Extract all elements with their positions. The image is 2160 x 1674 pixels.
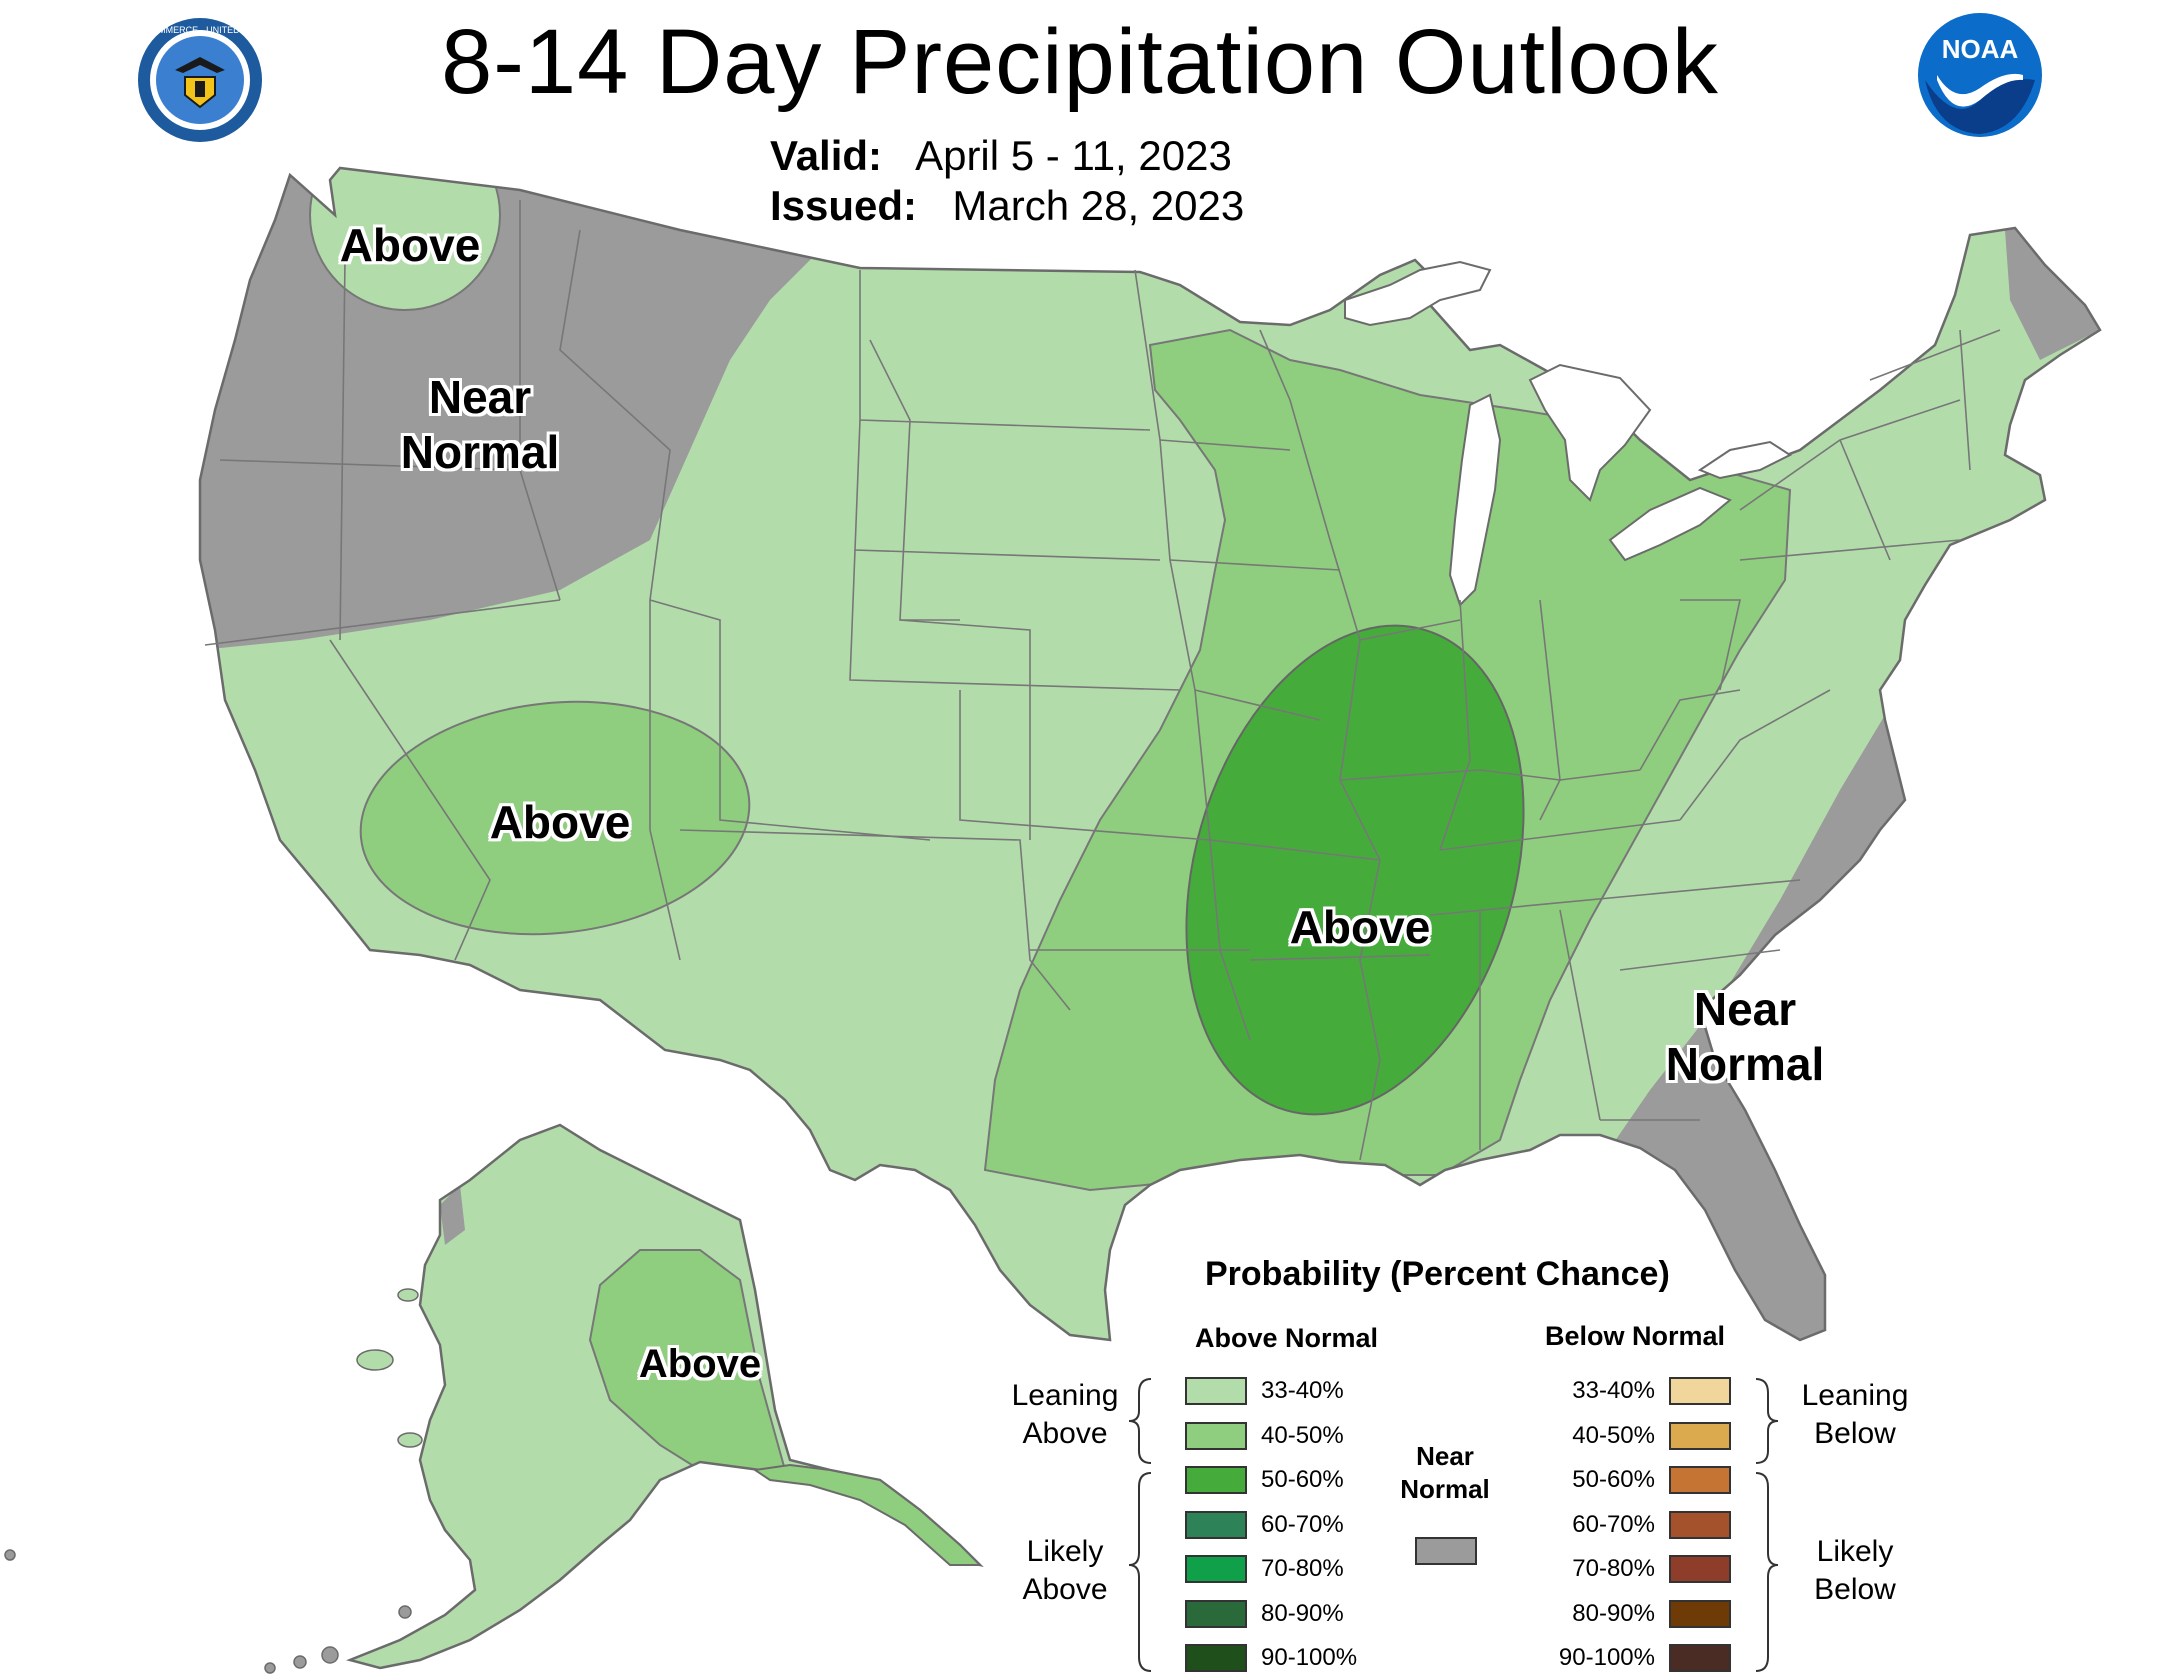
legend-below-swatch-0: [1669, 1377, 1731, 1405]
legend-below-row-0: 33-40%: [1545, 1377, 1731, 1405]
legend-above-swatch-4: [1185, 1555, 1247, 1583]
legend-below-row-5: 80-90%: [1545, 1599, 1731, 1628]
legend-above-label-1: 40-50%: [1261, 1421, 1344, 1449]
legend-likely-below: Likely Below: [1814, 1535, 1896, 1606]
valid-line: Valid: April 5 - 11, 2023: [770, 132, 1232, 180]
legend-near-normal-swatch: [1415, 1537, 1477, 1565]
legend-above-label-2: 50-60%: [1261, 1466, 1344, 1493]
label-alaska: Above: [638, 1342, 762, 1386]
legend-below-row-2: 50-60%: [1545, 1466, 1731, 1494]
legend-above-row-0: 33-40%: [1185, 1377, 1344, 1405]
label-pacific-nw: Above: [339, 219, 481, 271]
legend-below-label-3: 60-70%: [1572, 1510, 1655, 1538]
valid-label: Valid:: [770, 132, 883, 179]
legend-below-row-1: 40-50%: [1545, 1421, 1731, 1450]
legend-leaning-above: Leaning Above: [1011, 1379, 1119, 1450]
legend-below-swatch-3: [1669, 1510, 1731, 1539]
legend-above-label-4: 70-80%: [1261, 1555, 1344, 1582]
valid-value: April 5 - 11, 2023: [915, 132, 1232, 179]
legend-above-swatch-3: [1185, 1510, 1247, 1539]
legend-below-label-4: 70-80%: [1572, 1555, 1655, 1582]
legend-below-label-0: 33-40%: [1572, 1377, 1655, 1404]
issued-value: March 28, 2023: [952, 182, 1245, 229]
legend-above-row-3: 60-70%: [1185, 1510, 1344, 1539]
legend-above-row-2: 50-60%: [1185, 1466, 1344, 1494]
legend-below-swatch-5: [1669, 1599, 1731, 1628]
label-southwest: Above: [489, 796, 631, 848]
alaska-panhandle: [752, 1463, 983, 1566]
legend-above-swatch-5: [1185, 1599, 1247, 1628]
legend-above-swatch-6: [1185, 1644, 1247, 1672]
legend-below-label-1: 40-50%: [1572, 1421, 1655, 1449]
noaa-logo-icon: NOAA: [1918, 13, 2042, 137]
svg-text:DEPARTMENT OF COMMERCE · UNITE: DEPARTMENT OF COMMERCE · UNITED STATES O…: [135, 25, 265, 35]
legend-above-row-4: 70-80%: [1185, 1555, 1344, 1583]
legend: Probability (Percent Chance) Above Norma…: [990, 1255, 2110, 1674]
legend-near-normal-label: Near Normal: [1400, 1441, 1490, 1504]
label-northwest: Near Normal: [400, 371, 560, 479]
legend-below-swatch-1: [1669, 1421, 1731, 1450]
legend-title: Probability (Percent Chance): [1205, 1255, 1670, 1293]
page-title: 8-14 Day Precipitation Outlook: [441, 11, 1719, 113]
legend-above-header: Above Normal: [1195, 1323, 1379, 1353]
legend-below-braces: [1755, 1378, 1779, 1672]
alaska-shading: [440, 1185, 787, 1471]
legend-above-row-6: 90-100%: [1185, 1644, 1357, 1672]
legend-above-label-5: 80-90%: [1261, 1599, 1344, 1627]
aleutian-islands: [4, 1549, 412, 1674]
legend-above-label-6: 90-100%: [1261, 1644, 1358, 1671]
legend-likely-above: Likely Above: [1022, 1535, 1108, 1606]
issued-label: Issued:: [770, 182, 918, 229]
state-borders: [204, 200, 2001, 1161]
legend-above-swatch-2: [1185, 1466, 1247, 1494]
great-lakes: [1344, 260, 1793, 607]
legend-above-swatch-1: [1185, 1421, 1247, 1450]
legend-above-label-0: 33-40%: [1261, 1377, 1344, 1404]
legend-below-row-6: 90-100%: [1545, 1644, 1731, 1672]
legend-below-swatch-2: [1669, 1466, 1731, 1494]
label-southeast: Near Normal: [1665, 983, 1825, 1091]
legend-above-braces: [1128, 1378, 1152, 1672]
issued-line: Issued: March 28, 2023: [770, 182, 1244, 230]
legend-below-swatch-4: [1669, 1555, 1731, 1583]
svg-text:NOAA: NOAA: [1942, 34, 2019, 64]
legend-leaning-below: Leaning Below: [1801, 1379, 1909, 1450]
legend-above-row-5: 80-90%: [1185, 1599, 1344, 1628]
legend-below-label-5: 80-90%: [1572, 1599, 1655, 1627]
department-of-commerce-seal-icon: DEPARTMENT OF COMMERCE · UNITED STATES O…: [135, 18, 265, 142]
legend-above-row-1: 40-50%: [1185, 1421, 1344, 1450]
legend-below-row-3: 60-70%: [1545, 1510, 1731, 1539]
legend-above-label-3: 60-70%: [1261, 1510, 1344, 1538]
legend-below-swatch-6: [1669, 1644, 1731, 1672]
legend-above-swatch-0: [1185, 1377, 1247, 1405]
label-mid-south: Above: [1289, 901, 1431, 953]
legend-below-label-6: 90-100%: [1558, 1644, 1655, 1671]
alaska-islands: [356, 1288, 423, 1448]
legend-below-row-4: 70-80%: [1545, 1555, 1731, 1583]
legend-below-label-2: 50-60%: [1572, 1466, 1655, 1493]
legend-below-header: Below Normal: [1545, 1321, 1726, 1351]
